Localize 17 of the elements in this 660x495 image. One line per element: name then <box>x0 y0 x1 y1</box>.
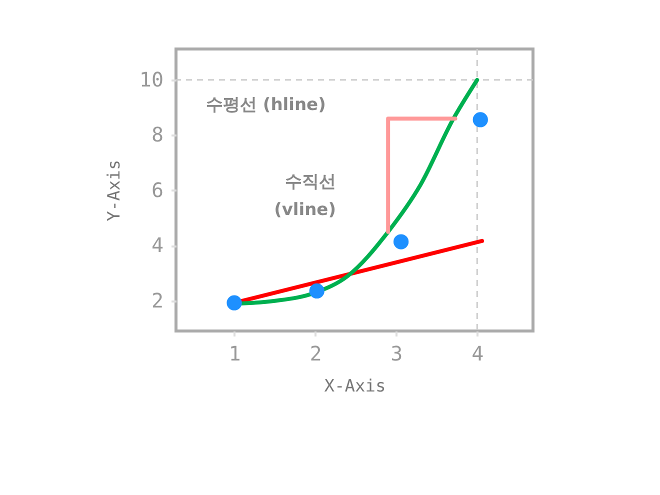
point <box>393 234 409 250</box>
y-tick-label: 4 <box>151 233 164 258</box>
x-tick-label: 4 <box>472 342 484 366</box>
x-tick-label: 2 <box>310 342 322 366</box>
y-tick-label: 10 <box>139 67 164 92</box>
y-tick-label: 6 <box>151 178 164 202</box>
x-tick-label: 1 <box>228 342 241 366</box>
point <box>472 112 488 128</box>
annotation: 수직선 (vline) <box>274 172 336 220</box>
y-axis-title: Y-Axis <box>104 160 124 222</box>
point <box>309 283 324 299</box>
x-axis-title: X-Axis <box>324 376 386 396</box>
x-tick-label: 3 <box>390 342 403 366</box>
point <box>226 295 242 310</box>
y-tick-label: 2 <box>151 288 164 312</box>
y-tick-label: 8 <box>151 122 164 147</box>
annotation: 수평선 (hline) <box>206 95 326 115</box>
